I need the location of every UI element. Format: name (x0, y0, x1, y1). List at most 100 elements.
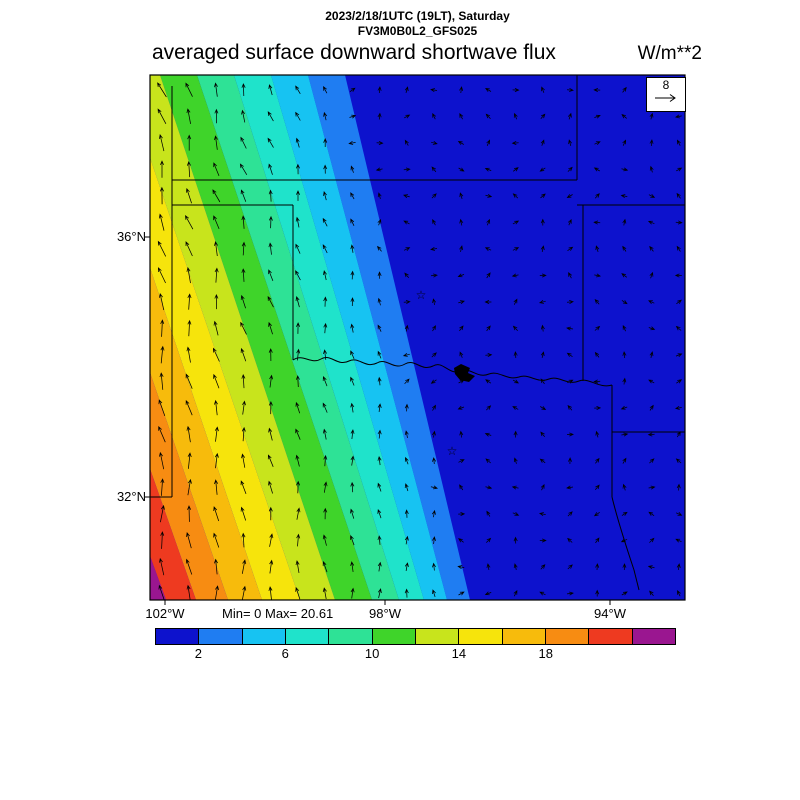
wind-arrow-icon (268, 269, 274, 282)
wind-arrow-icon (241, 241, 246, 256)
wind-arrow-icon (377, 403, 382, 412)
wind-arrow-icon (431, 509, 436, 518)
wind-arrow-icon (648, 511, 655, 517)
wind-arrow-icon (430, 379, 437, 384)
wind-arrow-icon (620, 405, 628, 410)
wind-arrow-icon (295, 137, 300, 148)
wind-arrow-icon (432, 112, 437, 120)
wind-arrow-icon (377, 112, 382, 120)
wind-arrow-icon (377, 86, 382, 94)
wind-arrow-icon (268, 242, 273, 255)
wind-arrow-icon (649, 458, 655, 464)
wind-arrow-icon (158, 399, 166, 417)
wind-arrow-icon (432, 404, 436, 411)
wind-arrow-icon (323, 454, 328, 467)
wind-arrow-icon (350, 402, 355, 413)
wind-arrow-icon (486, 325, 491, 332)
state-borders-layer (150, 75, 685, 591)
colorbar-tick-label: 10 (364, 646, 380, 661)
wind-arrow-icon (485, 353, 493, 358)
contour-band (197, 75, 399, 600)
wind-arrow-icon (377, 429, 382, 439)
colorbar-tick-label: 14 (451, 646, 467, 661)
wind-arrow-icon (622, 324, 627, 332)
wind-arrow-icon (267, 111, 274, 122)
wind-arrow-icon (160, 160, 164, 178)
wind-arrow-icon (157, 108, 167, 124)
wind-arrow-icon (540, 406, 547, 410)
wind-arrow-icon (675, 511, 683, 516)
wind-arrow-icon (214, 585, 219, 600)
wind-arrow-icon (377, 350, 382, 359)
wind-arrow-icon (459, 325, 464, 332)
wind-arrow-icon (648, 485, 656, 490)
wind-arrow-icon (649, 537, 655, 543)
wind-arrow-icon (159, 186, 164, 205)
wind-arrow-icon (295, 375, 300, 388)
wind-arrow-icon (404, 86, 409, 93)
y-axis-labels: 36°N 32°N (0, 0, 146, 700)
wind-arrow-icon (350, 508, 355, 519)
wind-arrow-icon (158, 425, 166, 443)
wind-arrow-icon (620, 194, 628, 199)
colorbar-segment (241, 628, 286, 645)
wind-arrow-icon (185, 214, 194, 230)
wind-arrow-icon (647, 220, 655, 225)
wind-arrow-icon (512, 511, 520, 516)
wind-arrow-icon (377, 324, 382, 332)
wind-arrow-icon (511, 140, 519, 145)
wind-arrow-icon (322, 376, 328, 387)
wind-arrow-icon (540, 113, 546, 119)
wind-arrow-icon (621, 432, 629, 437)
wind-arrow-icon (539, 167, 546, 172)
wind-arrow-icon (214, 426, 219, 442)
wind-arrow-icon (595, 245, 600, 253)
wind-arrow-icon (268, 586, 273, 600)
wind-arrow-icon (484, 591, 492, 596)
wind-arrow-icon (512, 220, 520, 225)
wind-arrow-icon (647, 565, 655, 569)
wind-arrow-icon (403, 220, 410, 225)
colorbar (155, 628, 676, 645)
wind-arrow-icon (241, 83, 246, 97)
city-marker-icon: ☆ (416, 288, 427, 302)
wind-arrow-icon (349, 114, 357, 119)
wind-arrow-icon (159, 372, 164, 390)
wind-arrow-icon (295, 401, 301, 414)
colorbar-segment (198, 628, 243, 645)
colorbar-labels: 2 6 10 14 18 (0, 646, 800, 664)
wind-arrow-icon (159, 557, 165, 576)
wind-arrow-icon (647, 432, 655, 437)
wind-arrow-icon (566, 194, 573, 198)
wind-arrow-icon (377, 561, 382, 572)
wind-arrow-icon (485, 113, 491, 119)
wind-arrow-icon (539, 458, 546, 464)
wind-arrow-icon (239, 163, 248, 175)
wind-arrow-icon (540, 139, 545, 146)
wind-arrow-icon (322, 217, 328, 227)
wind-arrow-icon (240, 294, 246, 309)
wind-arrow-icon (431, 141, 438, 145)
wind-arrow-icon (323, 322, 328, 334)
wind-arrow-icon (674, 273, 682, 278)
wind-arrow-icon (540, 218, 545, 226)
wind-arrow-icon (511, 485, 519, 490)
wind-arrow-icon (648, 379, 655, 384)
wind-arrow-icon (268, 348, 273, 362)
wind-arrow-icon (214, 82, 218, 97)
wind-arrow-icon (485, 88, 492, 92)
wind-arrow-icon (404, 430, 409, 438)
wind-arrow-icon (595, 484, 600, 491)
wind-arrow-icon (622, 483, 627, 491)
wind-arrow-icon (594, 141, 601, 146)
state-border (611, 496, 640, 591)
wind-arrow-icon (348, 140, 356, 145)
wind-arrow-icon (593, 379, 601, 384)
wind-arrow-icon (350, 535, 355, 546)
wind-arrow-icon (295, 586, 301, 600)
wind-arrow-icon (377, 271, 382, 279)
wind-arrow-icon (512, 325, 518, 331)
wind-arrow-icon (377, 218, 382, 226)
wind-arrow-icon (295, 560, 300, 573)
wind-arrow-icon (403, 167, 411, 172)
